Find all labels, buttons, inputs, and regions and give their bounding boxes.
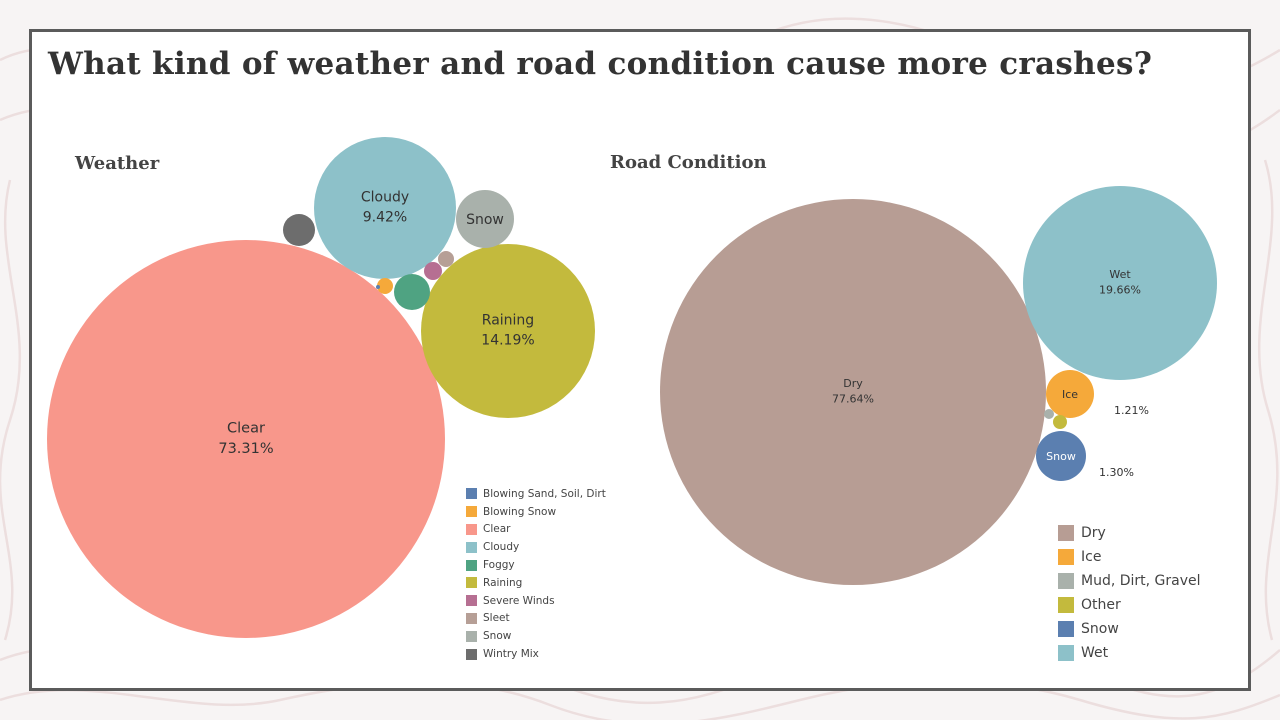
- road-bubble-value-snow: 1.30%: [1099, 466, 1134, 479]
- weather-legend-item-snow[interactable]: Snow: [466, 627, 606, 645]
- weather-bubble-label-cloudy: Cloudy: [361, 190, 409, 206]
- road-bubble-wet[interactable]: [1023, 186, 1217, 380]
- road-condition-bubbles: Dry 77.64% Wet 19.66% Snow 1.30% Ice 1.21%: [660, 186, 1217, 585]
- weather-legend-item-raining[interactable]: Raining: [466, 574, 606, 592]
- weather-bubble-cloudy[interactable]: [314, 137, 456, 279]
- legend-label: Snow: [1081, 621, 1119, 637]
- legend-label: Cloudy: [483, 541, 520, 554]
- road-legend-item-ice[interactable]: Ice: [1058, 545, 1201, 569]
- legend-swatch: [1058, 645, 1074, 661]
- weather-bubble-blowing-sand-soil-dirt[interactable]: [376, 285, 380, 289]
- road-bubble-label-wet: Wet: [1109, 268, 1131, 281]
- weather-bubble-foggy[interactable]: [394, 274, 430, 310]
- legend-label: Mud, Dirt, Gravel: [1081, 573, 1201, 589]
- weather-bubble-clear[interactable]: [47, 240, 445, 638]
- legend-swatch: [466, 595, 477, 607]
- legend-swatch: [466, 541, 477, 553]
- road-legend-item-snow[interactable]: Snow: [1058, 617, 1201, 641]
- legend-swatch: [1058, 573, 1074, 589]
- weather-bubble-value-raining: 14.19%: [481, 332, 534, 348]
- legend-swatch: [1058, 525, 1074, 541]
- legend-swatch: [466, 488, 477, 500]
- weather-bubble-value-clear: 73.31%: [218, 441, 273, 457]
- legend-swatch: [1058, 621, 1074, 637]
- weather-bubbles: Clear 73.31% Raining 14.19% Cloudy 9.42% Snow: [47, 137, 595, 638]
- road-bubble-dry[interactable]: [660, 199, 1046, 585]
- weather-legend-item-blowing-sand-soil-dirt[interactable]: Blowing Sand, Soil, Dirt: [466, 485, 606, 503]
- weather-bubble-severe-winds[interactable]: [424, 262, 442, 280]
- road-condition-chart-title: Road Condition: [610, 152, 767, 173]
- legend-swatch: [466, 559, 477, 571]
- legend-label: Other: [1081, 597, 1121, 613]
- weather-legend-item-cloudy[interactable]: Cloudy: [466, 538, 606, 556]
- weather-chart-title: Weather: [75, 153, 160, 174]
- weather-bubble-snow[interactable]: [456, 190, 514, 248]
- road-condition-legend: Dry Ice Mud, Dirt, Gravel Other Snow Wet: [1058, 521, 1201, 665]
- legend-label: Ice: [1081, 549, 1102, 565]
- legend-swatch: [1058, 597, 1074, 613]
- legend-label: Blowing Sand, Soil, Dirt: [483, 487, 606, 500]
- road-bubble-value-wet: 19.66%: [1099, 283, 1141, 296]
- weather-legend-item-sleet[interactable]: Sleet: [466, 610, 606, 628]
- legend-swatch: [466, 630, 477, 642]
- weather-legend-item-foggy[interactable]: Foggy: [466, 556, 606, 574]
- road-bubble-value-ice: 1.21%: [1114, 404, 1149, 417]
- weather-legend-item-severe-winds[interactable]: Severe Winds: [466, 592, 606, 610]
- road-legend-item-other[interactable]: Other: [1058, 593, 1201, 617]
- legend-label: Snow: [483, 630, 512, 643]
- legend-swatch: [466, 612, 477, 624]
- road-bubble-snow[interactable]: [1036, 431, 1086, 481]
- legend-label: Foggy: [483, 559, 515, 572]
- legend-swatch: [466, 506, 477, 518]
- weather-bubble-blowing-snow[interactable]: [377, 278, 393, 294]
- page-title: What kind of weather and road condition …: [48, 46, 1153, 82]
- weather-bubble-label-clear: Clear: [227, 420, 265, 436]
- weather-bubble-sleet[interactable]: [438, 251, 454, 267]
- weather-bubble-value-cloudy: 9.42%: [363, 209, 407, 225]
- road-bubble-ice[interactable]: [1046, 370, 1094, 418]
- weather-bubble-wintry-mix[interactable]: [283, 214, 315, 246]
- legend-label: Raining: [483, 576, 523, 589]
- road-bubble-label-ice: Ice: [1062, 388, 1078, 401]
- weather-legend: Blowing Sand, Soil, Dirt Blowing Snow Clea…: [466, 485, 606, 663]
- road-legend-item-dry[interactable]: Dry: [1058, 521, 1201, 545]
- legend-label: Clear: [483, 523, 511, 536]
- legend-swatch: [466, 577, 477, 589]
- legend-swatch: [466, 648, 477, 660]
- road-bubble-mud-dirt-gravel[interactable]: [1044, 409, 1054, 419]
- legend-label: Wet: [1081, 645, 1109, 661]
- road-bubble-label-dry: Dry: [843, 377, 863, 390]
- legend-swatch: [466, 523, 477, 535]
- legend-label: Wintry Mix: [483, 648, 539, 661]
- road-bubble-other[interactable]: [1053, 415, 1067, 429]
- weather-bubble-label-snow: Snow: [466, 212, 504, 228]
- legend-label: Blowing Snow: [483, 505, 557, 518]
- road-bubble-label-snow: Snow: [1046, 450, 1076, 463]
- road-legend-item-wet[interactable]: Wet: [1058, 641, 1201, 665]
- weather-bubble-raining[interactable]: [421, 244, 595, 418]
- legend-label: Dry: [1081, 525, 1106, 541]
- weather-legend-item-clear[interactable]: Clear: [466, 521, 606, 539]
- legend-label: Sleet: [483, 612, 510, 625]
- weather-bubble-label-raining: Raining: [482, 313, 534, 329]
- weather-legend-item-wintry-mix[interactable]: Wintry Mix: [466, 645, 606, 663]
- road-bubble-value-dry: 77.64%: [832, 392, 874, 405]
- dashboard-frame: What kind of weather and road condition …: [29, 29, 1251, 691]
- road-legend-item-mud-dirt-gravel[interactable]: Mud, Dirt, Gravel: [1058, 569, 1201, 593]
- legend-label: Severe Winds: [483, 594, 555, 607]
- legend-swatch: [1058, 549, 1074, 565]
- weather-legend-item-blowing-snow[interactable]: Blowing Snow: [466, 503, 606, 521]
